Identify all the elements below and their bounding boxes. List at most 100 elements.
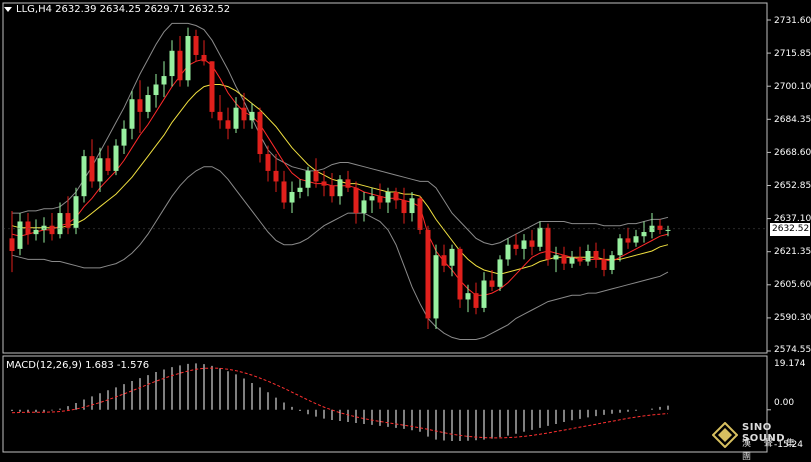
candle <box>649 213 655 239</box>
candle-body <box>401 200 407 214</box>
candle <box>489 269 495 292</box>
candle <box>121 120 127 155</box>
main-chart-header[interactable]: LLG,H4 2632.39 2634.25 2629.71 2632.52 <box>4 4 230 15</box>
candle <box>481 272 487 313</box>
candle <box>57 202 63 239</box>
price-tick: 2637.10 <box>774 214 811 224</box>
candle <box>273 154 279 192</box>
candle <box>561 246 567 270</box>
candle-body <box>449 248 455 266</box>
candle-body <box>57 213 63 235</box>
price-tick: 2684.35 <box>774 115 811 125</box>
macd-tick-top: 19.174 <box>774 359 806 369</box>
price-tick: 2715.85 <box>774 49 811 59</box>
bollinger-bands <box>11 22 669 340</box>
candle <box>73 187 79 235</box>
candle <box>297 179 303 199</box>
candle <box>433 244 439 329</box>
bollinger-lower-line <box>11 166 669 340</box>
candle <box>585 244 591 266</box>
candle-body <box>241 107 247 121</box>
candle-body <box>25 221 31 235</box>
candle <box>361 191 367 222</box>
main-pane-border <box>2 2 768 354</box>
candle-body <box>361 200 367 214</box>
candle-body <box>665 229 671 231</box>
candle <box>289 181 295 214</box>
candle <box>529 229 535 256</box>
candle <box>201 40 207 66</box>
candle <box>321 170 327 197</box>
dropdown-triangle-icon[interactable] <box>4 6 12 12</box>
candle-body <box>169 50 175 77</box>
candle <box>329 173 335 203</box>
candle <box>89 139 95 188</box>
candle <box>505 238 511 266</box>
candle-body <box>569 257 575 264</box>
candle-body <box>377 196 383 203</box>
macd-indicator <box>11 363 771 442</box>
bollinger-upper-line <box>12 22 669 246</box>
candle-body <box>617 238 623 256</box>
candle-body <box>529 240 535 247</box>
price-tick: 2590.30 <box>774 313 811 323</box>
candle <box>225 107 231 140</box>
candle <box>369 187 375 214</box>
candle-body <box>161 76 167 85</box>
candle-body <box>505 244 511 260</box>
candle <box>161 61 167 98</box>
candle-body <box>217 111 223 121</box>
candle <box>313 158 319 188</box>
candle <box>129 90 135 140</box>
candle-body <box>473 293 479 308</box>
candle <box>169 40 175 87</box>
price-tick: 2621.35 <box>774 247 811 257</box>
candle <box>185 27 191 87</box>
candle-body <box>417 198 423 230</box>
candle <box>513 234 519 256</box>
candle <box>9 210 15 273</box>
price-tick: 2731.60 <box>774 16 811 26</box>
logo-title: SINO SOUND <box>742 422 785 444</box>
candle-body <box>209 61 215 112</box>
candle-body <box>601 259 607 270</box>
candle <box>609 250 615 275</box>
price-tick: 2668.60 <box>774 148 811 158</box>
candle-body <box>553 255 559 260</box>
logo-subtitle: 漢 聲 集 團 <box>742 439 800 462</box>
candle <box>449 244 455 277</box>
candle-body <box>585 250 591 262</box>
candle <box>537 221 543 251</box>
candle-body <box>329 185 335 197</box>
candle <box>553 246 559 273</box>
candle <box>441 244 447 273</box>
candle-body <box>41 225 47 230</box>
candle <box>577 246 583 266</box>
candle-body <box>641 232 647 237</box>
candle-body <box>313 170 319 182</box>
candle <box>417 196 423 235</box>
candle <box>249 103 255 129</box>
candle-body <box>9 238 15 251</box>
candle-body <box>49 225 55 235</box>
chart-frame <box>2 2 771 453</box>
candle-body <box>33 229 39 235</box>
candle-body <box>273 170 279 182</box>
candle-body <box>657 225 663 230</box>
candle <box>97 147 103 192</box>
macd-header: MACD(12,26,9) 1.683 -1.576 <box>6 360 149 371</box>
candle <box>641 221 647 243</box>
candle <box>521 234 527 260</box>
candle-body <box>185 36 191 81</box>
candle-body <box>193 36 199 55</box>
macd-tick-bottom: -15.24 <box>774 440 804 450</box>
candle <box>545 223 551 266</box>
candle <box>41 217 47 243</box>
candle <box>617 234 623 262</box>
candle <box>265 145 271 182</box>
candle <box>401 187 407 224</box>
candle-body <box>369 196 375 201</box>
candle <box>337 175 343 205</box>
candle <box>217 95 223 129</box>
macd-signal-line <box>11 367 669 439</box>
